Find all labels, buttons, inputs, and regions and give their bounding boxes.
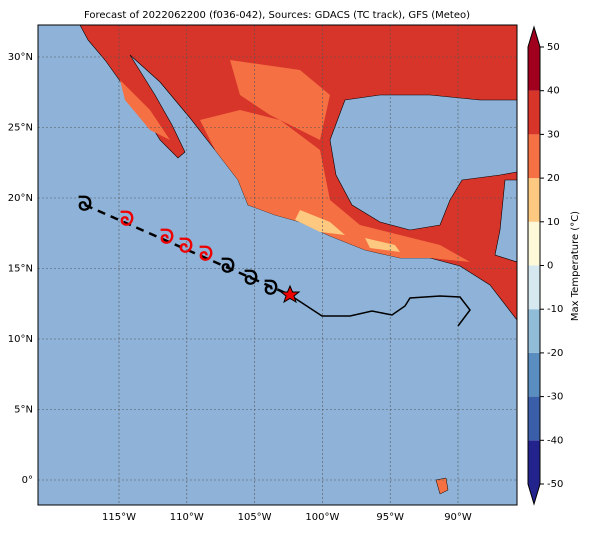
- colorbar-tick-label: 10: [547, 217, 560, 228]
- x-tick-label: 90°W: [444, 512, 472, 523]
- colorbar-extend-top: [528, 27, 540, 47]
- caribbean: [494, 179, 517, 263]
- track-past: [289, 294, 471, 327]
- colorbar-segment: [528, 221, 540, 266]
- colorbar-label: Max Temperature (°C): [570, 211, 581, 321]
- colorbar-segment: [528, 47, 540, 91]
- y-tick-label: 5°N: [14, 405, 33, 416]
- colorbar-segment: [528, 90, 540, 135]
- x-tick-label: 100°W: [305, 512, 339, 523]
- storm-icon: ᘐ: [244, 266, 258, 290]
- colorbar-tick-label: -30: [547, 392, 563, 403]
- colorbar-segment: [528, 309, 540, 353]
- colorbar-tick-label: 40: [547, 86, 560, 97]
- y-tick-label: 15°N: [8, 264, 33, 275]
- colorbar-tick-label: 0: [547, 261, 553, 272]
- storm-icon: ᘐ: [78, 192, 92, 216]
- gulf-of-mexico: [329, 94, 517, 231]
- graticule: [38, 25, 517, 505]
- storm-icon: ᘐ: [199, 242, 213, 266]
- map-area: ᘐ ᘐ ᘐ ᘐ ᘐ ᘐ ᘐ ᘐ: [38, 25, 517, 505]
- hot-region: [295, 210, 400, 252]
- storm-icon: ᘐ: [179, 234, 193, 258]
- colorbar-tick-label: -40: [547, 435, 563, 446]
- galapagos: [435, 477, 449, 495]
- map-frame: [37, 24, 518, 506]
- storm-icon: ᘐ: [120, 207, 134, 231]
- colorbar-segment: [528, 134, 540, 179]
- x-tick-label: 105°W: [238, 512, 272, 523]
- warm-region: [120, 60, 470, 262]
- colorbar-tick-label: -20: [547, 348, 563, 359]
- colorbar-segment: [528, 396, 540, 441]
- x-tick-label: 95°W: [376, 512, 404, 523]
- y-tick-label: 30°N: [8, 52, 33, 63]
- x-tick-label: 115°W: [102, 512, 136, 523]
- y-tick-label: 10°N: [8, 334, 33, 345]
- y-tick-label: 0°: [22, 475, 33, 486]
- colorbar-segment: [528, 352, 540, 397]
- current-position: [279, 284, 301, 304]
- colorbar-tick-label: 20: [547, 173, 560, 184]
- track-forecast: [84, 203, 291, 297]
- y-tick-label: 20°N: [8, 193, 33, 204]
- storm-symbols: ᘐ ᘐ ᘐ ᘐ ᘐ ᘐ ᘐ ᘐ: [78, 192, 278, 300]
- title: Forecast of 2022062200 (f036-042), Sourc…: [84, 10, 470, 21]
- colorbar: -50 -40 -30 -20 -10 0 10 20 30 40 50: [527, 25, 563, 506]
- colorbar-segment: [528, 178, 540, 222]
- storm-icon: ᘐ: [160, 225, 174, 249]
- storm-icon: ᘐ: [221, 254, 235, 278]
- colorbar-segment: [528, 265, 540, 310]
- colorbar-tick-label: 30: [547, 129, 560, 140]
- colorbar-tick-label: -50: [547, 479, 563, 490]
- x-tick-label: 110°W: [170, 512, 204, 523]
- colorbar-tick-label: 50: [547, 42, 560, 53]
- colorbar-extend-bottom: [528, 484, 540, 504]
- y-tick-label: 25°N: [8, 123, 33, 134]
- colorbar-segment: [528, 440, 540, 484]
- storm-icon: ᘐ: [264, 276, 278, 300]
- colorbar-tick-label: -10: [547, 304, 563, 315]
